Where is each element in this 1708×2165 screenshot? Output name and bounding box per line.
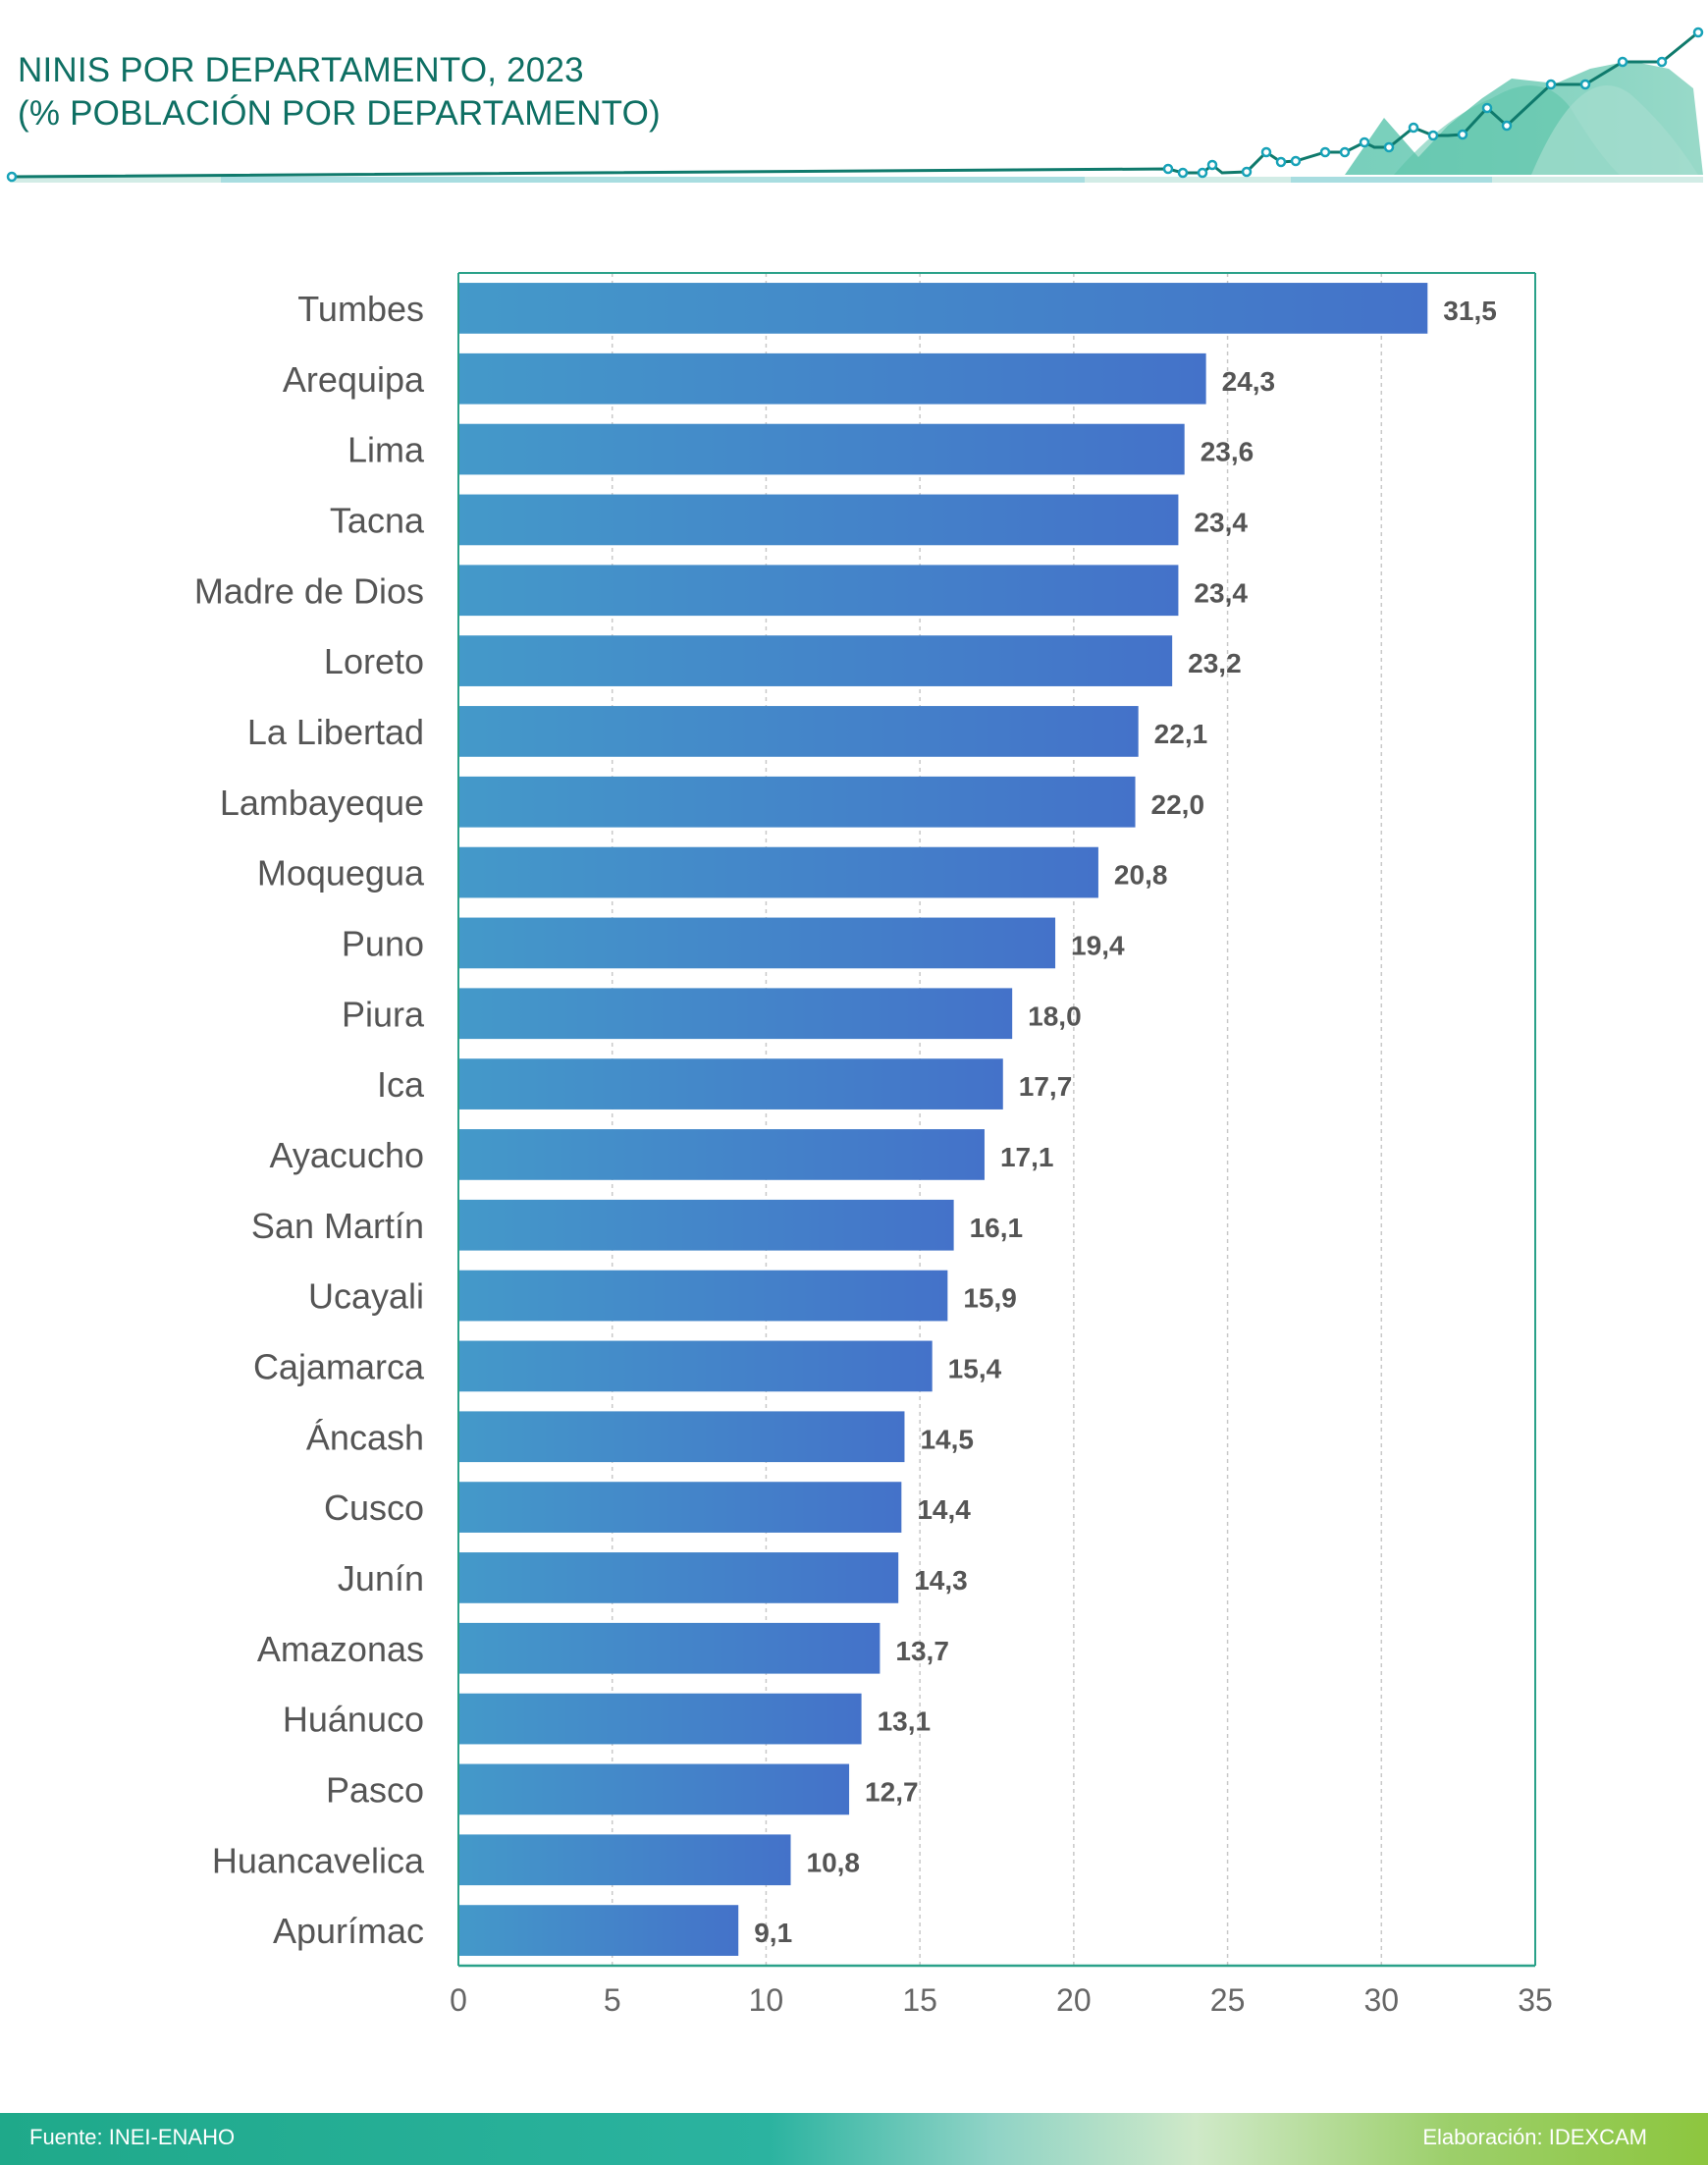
category-label: Puno (342, 923, 424, 963)
footer-source: Fuente: INEI-ENAHO (29, 2125, 236, 2149)
bar-amazonas (458, 1622, 881, 1674)
bar-la-libertad (458, 706, 1139, 757)
bar-tumbes (458, 283, 1428, 334)
chart-title: NINIS POR DEPARTAMENTO, 2023 (% POBLACIÓ… (18, 49, 661, 135)
bar-lambayeque (458, 776, 1136, 828)
bar-huancavelica (458, 1834, 791, 1886)
value-label: 22,1 (1154, 719, 1208, 749)
category-label: Madre de Dios (194, 570, 424, 611)
bar-pasco (458, 1763, 850, 1815)
value-label: 31,5 (1443, 296, 1497, 326)
value-label: 13,7 (895, 1636, 949, 1666)
value-label: 15,4 (948, 1353, 1002, 1383)
value-label: 17,7 (1019, 1071, 1073, 1102)
bar-loreto (458, 635, 1173, 686)
x-tick-label: 15 (902, 1982, 937, 2018)
value-label: 23,6 (1201, 437, 1254, 467)
value-label: 23,4 (1194, 507, 1248, 537)
x-tick-label: 20 (1056, 1982, 1092, 2018)
value-label: 24,3 (1222, 366, 1276, 397)
bar-piura (458, 988, 1013, 1040)
category-label: Cusco (324, 1488, 424, 1528)
category-label: Loreto (324, 641, 424, 681)
bar-madre-de-dios (458, 565, 1179, 617)
bar-tacna (458, 494, 1179, 546)
category-label: Tumbes (297, 289, 424, 329)
category-label: San Martín (251, 1206, 424, 1246)
category-label: Tacna (330, 500, 425, 540)
axes: 0 5 10 15 20 25 30 35 (450, 272, 1553, 2018)
category-label: Lambayeque (220, 783, 424, 823)
category-label: Pasco (326, 1769, 424, 1810)
category-label: Cajamarca (253, 1346, 425, 1386)
value-label: 16,1 (970, 1213, 1024, 1243)
bar-cusco (458, 1482, 902, 1533)
x-tick-label: 35 (1518, 1982, 1553, 2018)
value-label: 22,0 (1151, 789, 1205, 820)
category-label: Ica (377, 1064, 425, 1105)
value-label: 15,9 (963, 1283, 1017, 1314)
bar-huánuco (458, 1693, 862, 1745)
bar-arequipa (458, 352, 1206, 405)
value-label: 9,1 (754, 1918, 792, 1948)
bar-cajamarca (458, 1340, 933, 1392)
bar-lima (458, 423, 1185, 475)
value-label: 14,4 (917, 1494, 971, 1525)
bars: Tumbes 31,5 Arequipa 24,3 Lima 23,6 Tacna 23,4 M… (194, 283, 1497, 1956)
bar-ucayali (458, 1270, 948, 1322)
value-label: 19,4 (1071, 930, 1125, 960)
x-tick-label: 5 (604, 1982, 621, 2018)
bar-ayacucho (458, 1129, 985, 1180)
value-label: 23,4 (1194, 577, 1248, 608)
category-label: Áncash (306, 1417, 424, 1457)
bar-junín (458, 1552, 899, 1603)
category-label: Lima (347, 430, 425, 470)
chart-title-line2: (% POBLACIÓN POR DEPARTAMENTO) (18, 94, 661, 133)
category-label: Arequipa (283, 359, 425, 400)
value-label: 20,8 (1114, 860, 1168, 891)
bar-moquegua (458, 846, 1098, 898)
category-label: Ayacucho (270, 1135, 424, 1175)
category-label: Huancavelica (212, 1840, 425, 1880)
x-tick-label: 25 (1210, 1982, 1246, 2018)
value-label: 13,1 (878, 1706, 932, 1737)
bar-apurímac (458, 1905, 739, 1956)
chart-title-line1: NINIS POR DEPARTAMENTO, 2023 (18, 51, 584, 89)
header-decoration (6, 27, 1704, 183)
category-label: Junín (338, 1558, 424, 1598)
category-label: Ucayali (308, 1276, 424, 1317)
bar-san-martín (458, 1199, 954, 1251)
category-label: Moquegua (257, 853, 425, 893)
x-tick-label: 0 (450, 1982, 467, 2018)
category-label: Piura (342, 994, 425, 1034)
category-label: Apurímac (273, 1911, 424, 1951)
footer-bar: Fuente: INEI-ENAHO Elaboración: IDEXCAM (0, 2113, 1708, 2165)
footer-credit: Elaboración: IDEXCAM (1422, 2125, 1647, 2149)
bar-áncash (458, 1411, 905, 1463)
x-tick-label: 30 (1363, 1982, 1399, 2018)
category-label: Huánuco (283, 1700, 424, 1740)
bar-ica (458, 1058, 1003, 1110)
value-label: 12,7 (865, 1776, 919, 1807)
value-label: 23,2 (1188, 648, 1242, 678)
bar-puno (458, 917, 1056, 969)
value-label: 17,1 (1000, 1142, 1054, 1172)
value-label: 14,3 (914, 1565, 968, 1596)
value-label: 14,5 (920, 1424, 974, 1454)
category-label: La Libertad (247, 712, 424, 752)
bar-chart: Tumbes 31,5 Arequipa 24,3 Lima 23,6 Tacna 23,4 M… (194, 272, 1553, 2018)
value-label: 10,8 (807, 1847, 861, 1877)
value-label: 18,0 (1028, 1001, 1082, 1031)
category-label: Amazonas (257, 1629, 424, 1669)
x-tick-label: 10 (749, 1982, 784, 2018)
